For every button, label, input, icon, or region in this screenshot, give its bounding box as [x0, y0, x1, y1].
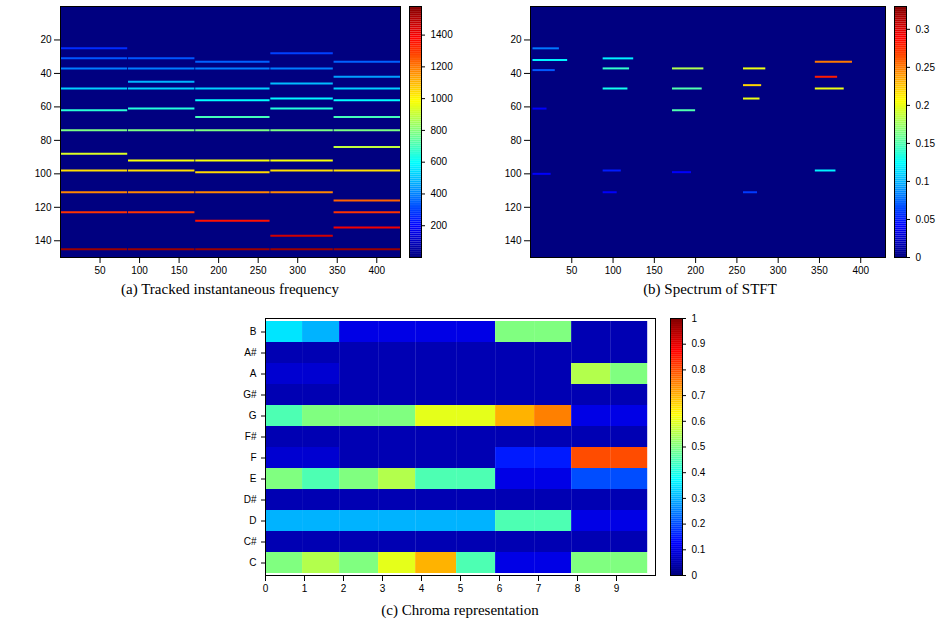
- svg-text:120: 120: [505, 202, 522, 213]
- svg-text:3: 3: [380, 583, 386, 594]
- svg-text:80: 80: [40, 135, 52, 146]
- svg-text:0.1: 0.1: [916, 176, 930, 187]
- svg-text:140: 140: [35, 235, 52, 246]
- svg-text:7: 7: [536, 583, 542, 594]
- svg-text:F: F: [250, 452, 256, 463]
- svg-text:0.05: 0.05: [916, 214, 936, 225]
- svg-text:0.1: 0.1: [692, 544, 706, 555]
- svg-text:400: 400: [431, 188, 448, 199]
- svg-text:350: 350: [811, 265, 828, 276]
- svg-text:F#: F#: [245, 431, 257, 442]
- html-text:(b) Spectrum of STFT: (b) Spectrum of STFT: [643, 281, 777, 297]
- svg-text:600: 600: [431, 156, 448, 167]
- svg-text:0: 0: [692, 570, 698, 581]
- svg-text:4: 4: [419, 583, 425, 594]
- svg-text:8: 8: [575, 583, 581, 594]
- svg-text:0.3: 0.3: [916, 24, 930, 35]
- svg-text:2: 2: [341, 583, 347, 594]
- svg-text:140: 140: [505, 235, 522, 246]
- svg-text:D#: D#: [244, 494, 257, 505]
- svg-text:0.8: 0.8: [692, 364, 706, 375]
- svg-text:G#: G#: [243, 389, 257, 400]
- svg-text:60: 60: [510, 101, 522, 112]
- svg-text:E: E: [250, 473, 257, 484]
- svg-text:300: 300: [289, 265, 306, 276]
- svg-text:0.3: 0.3: [692, 493, 706, 504]
- svg-text:0.5: 0.5: [692, 441, 706, 452]
- svg-text:250: 250: [250, 265, 267, 276]
- svg-text:0: 0: [916, 252, 922, 263]
- svg-text:50: 50: [566, 265, 578, 276]
- svg-text:20: 20: [510, 34, 522, 45]
- svg-text:1200: 1200: [431, 61, 454, 72]
- svg-text:0.15: 0.15: [916, 138, 936, 149]
- svg-text:100: 100: [505, 168, 522, 179]
- svg-text:150: 150: [171, 265, 188, 276]
- svg-text:800: 800: [431, 125, 448, 136]
- svg-text:0.4: 0.4: [692, 467, 706, 478]
- svg-text:400: 400: [852, 265, 869, 276]
- svg-text:120: 120: [35, 202, 52, 213]
- svg-text:5: 5: [458, 583, 464, 594]
- svg-text:0.2: 0.2: [916, 100, 930, 111]
- svg-text:100: 100: [605, 265, 622, 276]
- svg-text:0.2: 0.2: [692, 518, 706, 529]
- svg-text:B: B: [250, 326, 257, 337]
- svg-text:0.9: 0.9: [692, 338, 706, 349]
- svg-text:60: 60: [40, 101, 52, 112]
- svg-text:A: A: [250, 368, 257, 379]
- svg-text:1: 1: [692, 313, 698, 324]
- svg-text:6: 6: [497, 583, 503, 594]
- svg-text:300: 300: [770, 265, 787, 276]
- svg-text:G: G: [249, 410, 257, 421]
- svg-text:0.25: 0.25: [916, 62, 936, 73]
- svg-text:9: 9: [614, 583, 620, 594]
- svg-text:40: 40: [40, 68, 52, 79]
- svg-text:80: 80: [510, 135, 522, 146]
- svg-text:100: 100: [35, 168, 52, 179]
- svg-text:200: 200: [687, 265, 704, 276]
- svg-text:40: 40: [510, 68, 522, 79]
- svg-text:1400: 1400: [431, 29, 454, 40]
- svg-text:C: C: [249, 557, 256, 568]
- svg-text:200: 200: [431, 220, 448, 231]
- svg-text:50: 50: [94, 265, 106, 276]
- svg-text:C#: C#: [244, 536, 257, 547]
- html-text:(c) Chroma representation: (c) Chroma representation: [381, 602, 539, 618]
- svg-text:100: 100: [131, 265, 148, 276]
- svg-text:350: 350: [329, 265, 346, 276]
- svg-text:150: 150: [646, 265, 663, 276]
- html-text:(a) Tracked instantaneous freq: (a) Tracked instantaneous frequency: [121, 281, 339, 297]
- svg-text:D: D: [249, 515, 256, 526]
- svg-text:0: 0: [263, 583, 269, 594]
- svg-text:0.6: 0.6: [692, 416, 706, 427]
- svg-text:A#: A#: [244, 347, 257, 358]
- svg-text:250: 250: [729, 265, 746, 276]
- svg-text:400: 400: [368, 265, 385, 276]
- svg-text:1000: 1000: [431, 93, 454, 104]
- svg-text:20: 20: [40, 34, 52, 45]
- svg-text:1: 1: [302, 583, 308, 594]
- svg-text:0.7: 0.7: [692, 390, 706, 401]
- svg-text:200: 200: [210, 265, 227, 276]
